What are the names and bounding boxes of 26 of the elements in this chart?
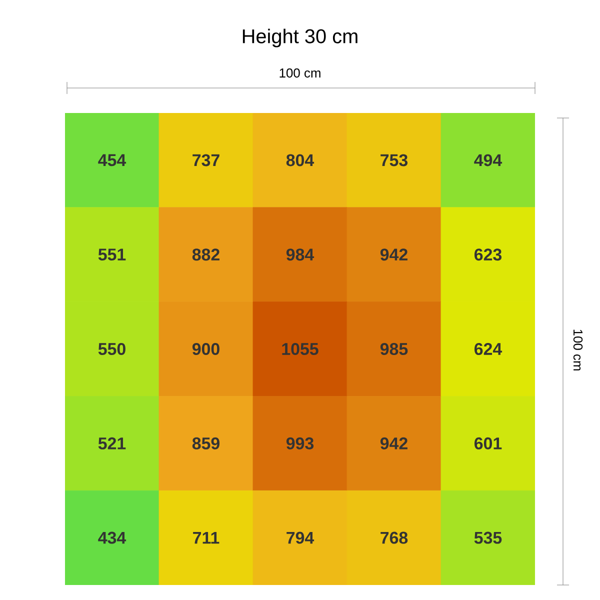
chart-title: Height 30 cm [242,28,358,48]
data-label: 804 [286,154,314,166]
data-label: 794 [286,532,314,544]
data-label: 494 [474,154,502,166]
data-label: 737 [192,154,220,166]
data-label: 993 [286,437,314,450]
data-label: 434 [98,532,126,544]
data-label: 1055 [282,343,318,356]
x-axis-title: 100 cm [280,68,320,78]
data-label: 550 [98,343,126,356]
data-label: 942 [380,437,408,450]
data-label: 984 [286,248,314,261]
data-label: 711 [193,532,220,544]
data-label: 551 [98,248,126,261]
data-label: 768 [380,532,408,544]
data-label: 454 [98,154,126,166]
data-label: 521 [98,437,126,450]
data-label: 753 [380,154,408,166]
data-label: 985 [380,343,408,356]
data-label: 535 [474,532,502,544]
data-label: 942 [380,248,408,261]
data-label: 859 [192,437,220,450]
data-label: 882 [192,248,220,261]
data-label: 900 [192,343,220,356]
data-label: 623 [474,248,502,261]
y-axis-title: 100 cm [573,330,583,370]
